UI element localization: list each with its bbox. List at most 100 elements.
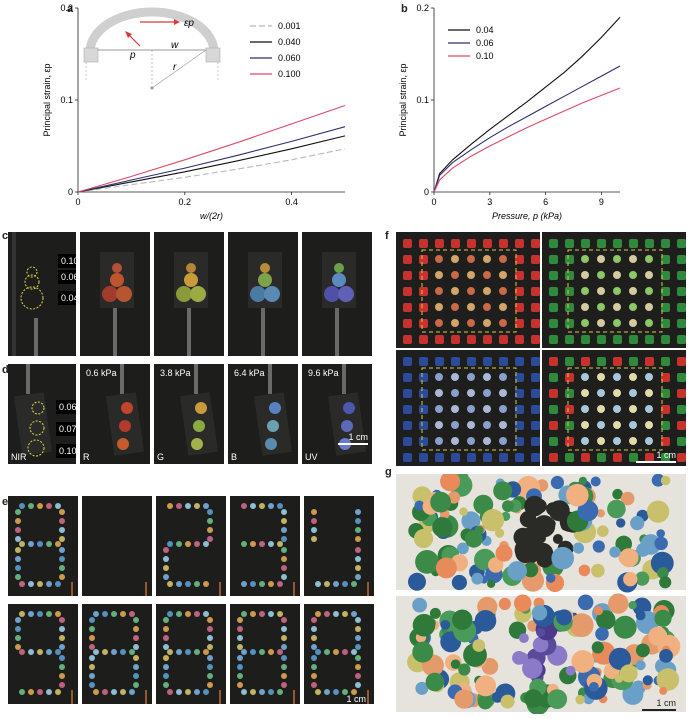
active-pixel [499, 303, 507, 311]
led-dot [167, 611, 173, 617]
plate-dot [609, 546, 621, 558]
panel-d-photo-r: 0.6 kPa R [80, 364, 150, 464]
pixel [645, 453, 654, 462]
plate-dot [522, 658, 543, 679]
pixel [661, 373, 670, 382]
plate-dot [536, 628, 546, 637]
active-pixel [629, 373, 637, 381]
led-dot [355, 617, 361, 623]
led-dot [163, 635, 169, 641]
led-dot [281, 536, 287, 542]
led-dot [207, 644, 213, 650]
pixel [531, 373, 540, 382]
led-dot [59, 682, 65, 688]
pixel [661, 335, 670, 344]
pixel [483, 357, 492, 366]
scale-bar-line [642, 709, 676, 711]
circle-medium [24, 274, 40, 290]
plate-dot [461, 511, 481, 531]
active-pixel [613, 271, 621, 279]
pixel [451, 357, 460, 366]
pixel [565, 453, 574, 462]
led-dot [89, 655, 95, 661]
band-label-nir: NIR [11, 452, 27, 462]
pixel [531, 287, 540, 296]
x-tick-label: 9 [599, 197, 604, 207]
led-dot [237, 655, 243, 661]
led-dot [37, 541, 43, 547]
display-drawing [15, 611, 73, 704]
led-dot [28, 689, 34, 695]
pixel [549, 335, 558, 344]
active-pixel [499, 437, 507, 445]
led-dot [259, 503, 265, 509]
active-pixel [435, 421, 443, 429]
display-photo-2 [82, 496, 152, 596]
pixel [531, 421, 540, 430]
pixel [677, 255, 686, 264]
led-dot [250, 689, 256, 695]
led-dot [207, 518, 213, 524]
plate-dot [628, 601, 637, 610]
legend-label-0.04: 0.04 [476, 25, 494, 35]
plate-dot [412, 613, 436, 637]
active-pixel [499, 255, 507, 263]
x-tick-label: 0.2 [179, 197, 192, 207]
plate-dot [487, 579, 496, 588]
led-dot [46, 541, 52, 547]
active-pixel [597, 287, 605, 295]
led-dot [311, 644, 317, 650]
led-dot [194, 611, 200, 617]
plate-dot [596, 610, 616, 630]
led-dot [37, 649, 43, 655]
active-pixel [645, 389, 653, 397]
led-dot [163, 556, 169, 562]
led-dot [28, 503, 34, 509]
pixel [467, 239, 476, 248]
pixel [645, 335, 654, 344]
pixel [661, 405, 670, 414]
pixel [403, 255, 412, 264]
pixel [515, 389, 524, 398]
panel-c-photo-1: 0.10 0.06 0.04 [8, 232, 76, 356]
x-axis-label: w/(2r) [200, 211, 223, 221]
led-dot [259, 611, 265, 617]
active-pixel [435, 287, 443, 295]
led-dot [111, 649, 117, 655]
led-dot [167, 649, 173, 655]
x-axis-label: Pressure, p (kPa) [492, 211, 562, 221]
led-dot [28, 581, 34, 587]
plate-dot [613, 615, 637, 639]
scale-bar-e: 1 cm [336, 694, 366, 707]
led-dot [281, 565, 287, 571]
plate-dot [524, 495, 545, 517]
led-dot [133, 673, 139, 679]
led-dot [59, 574, 65, 580]
display-drawing [311, 611, 369, 704]
scale-bar-label: 1 cm [656, 450, 676, 460]
active-pixel [581, 405, 589, 413]
plate-dot [450, 659, 461, 669]
pixel [419, 389, 428, 398]
plate-dot [472, 639, 486, 652]
panel-f-pixel-grid: 1 cm [396, 232, 686, 468]
led-dot [163, 617, 169, 623]
led-dot [277, 581, 283, 587]
plate-dot [523, 689, 543, 708]
led-dot [176, 503, 182, 509]
led-dot [185, 541, 191, 547]
pixel [677, 437, 686, 446]
plate-dot [498, 597, 511, 610]
led-dot [250, 611, 256, 617]
led-dot [281, 556, 287, 562]
arch-left-support [83, 47, 99, 63]
led-dot [37, 689, 43, 695]
plate-dot [435, 557, 457, 579]
led-dot [315, 689, 321, 695]
led-dot [342, 689, 348, 695]
plate-dot [519, 633, 529, 643]
led-dot [355, 565, 361, 571]
led-dot [89, 664, 95, 670]
series-line-0.100 [77, 104, 346, 193]
band-label-uv: UV [305, 452, 318, 462]
